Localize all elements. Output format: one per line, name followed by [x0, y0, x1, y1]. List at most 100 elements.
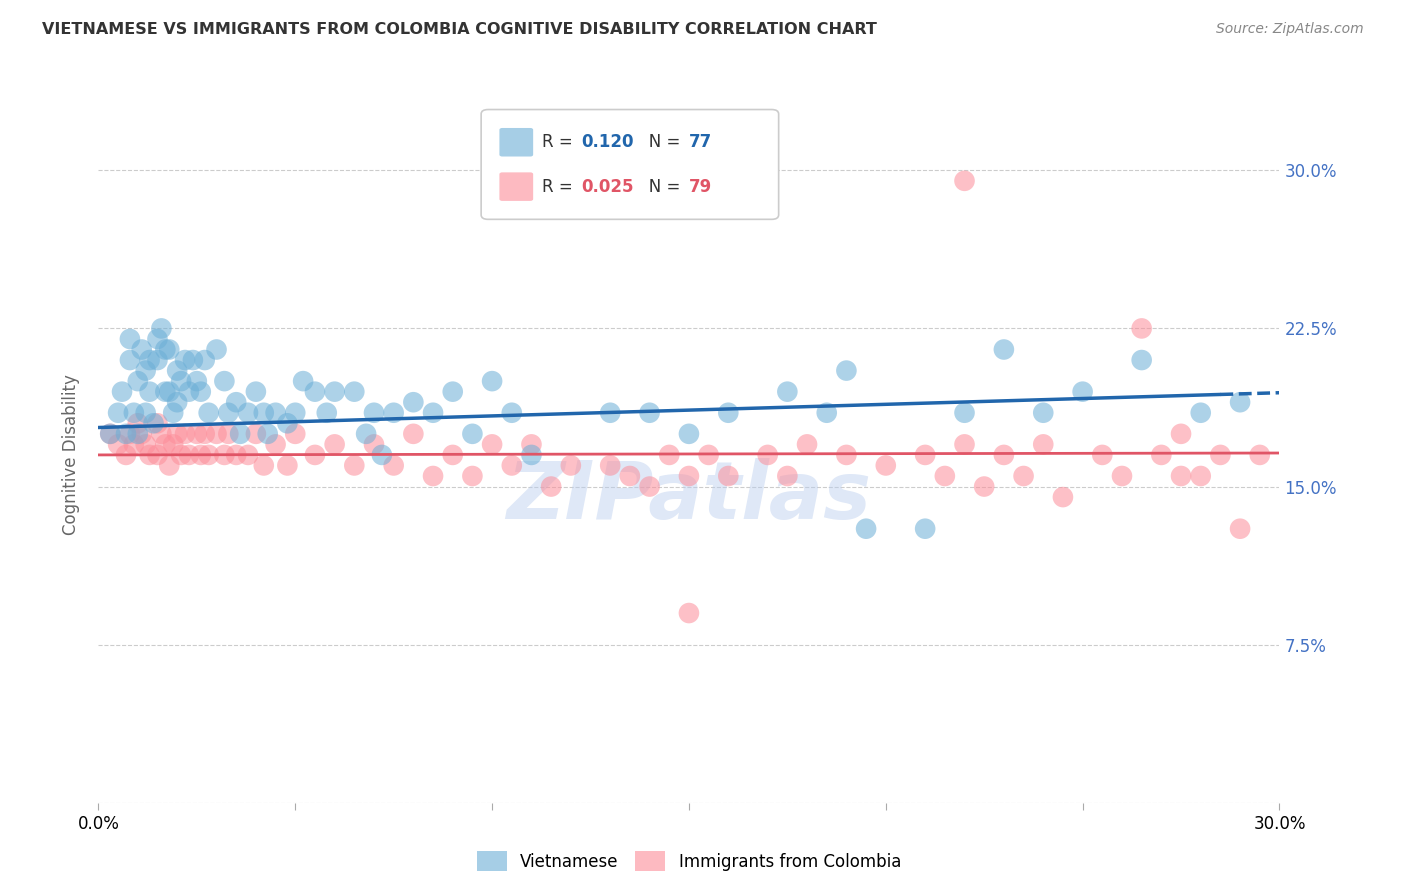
Point	[107, 406, 129, 420]
Point	[481, 374, 503, 388]
Point	[1189, 406, 1212, 420]
Point	[138, 384, 160, 399]
Point	[599, 406, 621, 420]
Point	[993, 448, 1015, 462]
Point	[776, 384, 799, 399]
Point	[658, 448, 681, 462]
Point	[796, 437, 818, 451]
Point	[162, 437, 184, 451]
Point	[363, 406, 385, 420]
Text: Source: ZipAtlas.com: Source: ZipAtlas.com	[1216, 22, 1364, 37]
Point	[1170, 469, 1192, 483]
Point	[146, 353, 169, 368]
Point	[245, 384, 267, 399]
Point	[131, 343, 153, 357]
Point	[422, 406, 444, 420]
Point	[118, 332, 141, 346]
Point	[155, 343, 177, 357]
Point	[678, 469, 700, 483]
Point	[177, 384, 200, 399]
Point	[638, 406, 661, 420]
Point	[135, 363, 157, 377]
Point	[461, 469, 484, 483]
Point	[292, 374, 315, 388]
Point	[256, 426, 278, 441]
Point	[422, 469, 444, 483]
Point	[135, 406, 157, 420]
Point	[150, 426, 173, 441]
Point	[560, 458, 582, 473]
Point	[146, 332, 169, 346]
Point	[619, 469, 641, 483]
Point	[162, 406, 184, 420]
Point	[1032, 437, 1054, 451]
Point	[1111, 469, 1133, 483]
Y-axis label: Cognitive Disability: Cognitive Disability	[62, 375, 80, 535]
Point	[776, 469, 799, 483]
Point	[402, 426, 425, 441]
Point	[855, 522, 877, 536]
Point	[1012, 469, 1035, 483]
Point	[127, 374, 149, 388]
Point	[276, 417, 298, 431]
Point	[150, 321, 173, 335]
Point	[501, 458, 523, 473]
Point	[186, 426, 208, 441]
Point	[1170, 426, 1192, 441]
Point	[481, 437, 503, 451]
Point	[354, 426, 377, 441]
Point	[190, 448, 212, 462]
Point	[835, 363, 858, 377]
Point	[1130, 353, 1153, 368]
Point	[284, 406, 307, 420]
Point	[197, 406, 219, 420]
Text: R =: R =	[541, 178, 578, 195]
Point	[1209, 448, 1232, 462]
Text: VIETNAMESE VS IMMIGRANTS FROM COLOMBIA COGNITIVE DISABILITY CORRELATION CHART: VIETNAMESE VS IMMIGRANTS FROM COLOMBIA C…	[42, 22, 877, 37]
Point	[118, 426, 141, 441]
Point	[194, 353, 217, 368]
Point	[276, 458, 298, 473]
Point	[127, 417, 149, 431]
Point	[501, 406, 523, 420]
Text: N =: N =	[633, 133, 686, 152]
Point	[756, 448, 779, 462]
Point	[138, 448, 160, 462]
Point	[155, 437, 177, 451]
Text: ZIPatlas: ZIPatlas	[506, 458, 872, 536]
Point	[993, 343, 1015, 357]
Point	[166, 395, 188, 409]
Text: 79: 79	[689, 178, 713, 195]
Point	[953, 406, 976, 420]
Point	[181, 353, 204, 368]
Point	[599, 458, 621, 473]
Point	[1032, 406, 1054, 420]
Point	[174, 426, 197, 441]
Point	[717, 406, 740, 420]
Point	[382, 458, 405, 473]
Point	[1189, 469, 1212, 483]
Point	[127, 426, 149, 441]
Point	[157, 384, 180, 399]
Point	[131, 426, 153, 441]
Point	[229, 426, 252, 441]
Point	[135, 437, 157, 451]
Point	[835, 448, 858, 462]
Point	[815, 406, 838, 420]
Point	[934, 469, 956, 483]
Point	[157, 343, 180, 357]
Point	[678, 606, 700, 620]
Point	[1229, 395, 1251, 409]
Point	[177, 448, 200, 462]
Point	[186, 374, 208, 388]
Point	[217, 406, 239, 420]
Point	[253, 458, 276, 473]
Point	[315, 406, 337, 420]
Point	[461, 426, 484, 441]
Point	[973, 479, 995, 493]
Legend: Vietnamese, Immigrants from Colombia: Vietnamese, Immigrants from Colombia	[470, 845, 908, 878]
Point	[323, 384, 346, 399]
Point	[323, 437, 346, 451]
Point	[717, 469, 740, 483]
Point	[382, 406, 405, 420]
